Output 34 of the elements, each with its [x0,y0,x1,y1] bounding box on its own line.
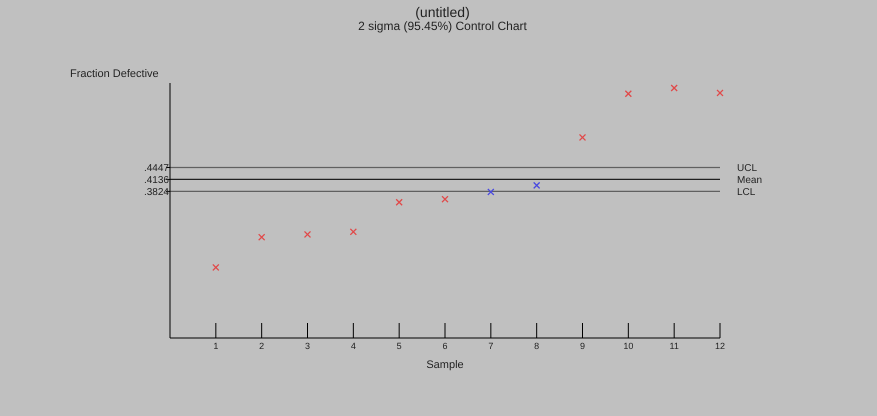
x-axis-title: Sample [426,359,464,371]
point [487,188,494,196]
x-tick-label: 2 [259,341,264,351]
y-tick-label: .4136 [144,174,170,186]
chart-title: (untitled) [415,4,470,20]
point [670,84,678,92]
x-tick-label: 12 [714,341,726,351]
chart-subtitle: 2 sigma (95.45%) Control Chart [358,19,528,33]
point [212,264,220,272]
point [441,196,449,203]
x-tick-label: 11 [669,341,679,351]
x-tick-label: 7 [488,341,494,351]
ref-line-label: UCL [737,162,758,174]
point [304,230,312,238]
x-tick-label: 9 [580,341,586,351]
ref-line-label: LCL [737,186,756,198]
x-tick-label: 1 [213,341,218,351]
x-tick-label: 10 [623,341,634,351]
point [533,182,540,190]
x-tick-label: 8 [534,341,540,351]
point [258,234,266,241]
y-tick-label: .3824 [144,186,170,198]
point [716,89,724,97]
x-tick-label: 4 [350,341,356,351]
point [624,90,632,98]
x-tick-label: 3 [304,341,310,351]
point [578,134,586,142]
x-tick-label: 6 [442,341,448,351]
y-axis-title: Fraction Defective [70,68,159,80]
y-tick-label: .4447 [144,162,170,174]
ref-line-label: Mean [737,174,762,186]
point [396,198,403,206]
x-tick-label: 5 [396,341,402,351]
point [350,228,357,236]
